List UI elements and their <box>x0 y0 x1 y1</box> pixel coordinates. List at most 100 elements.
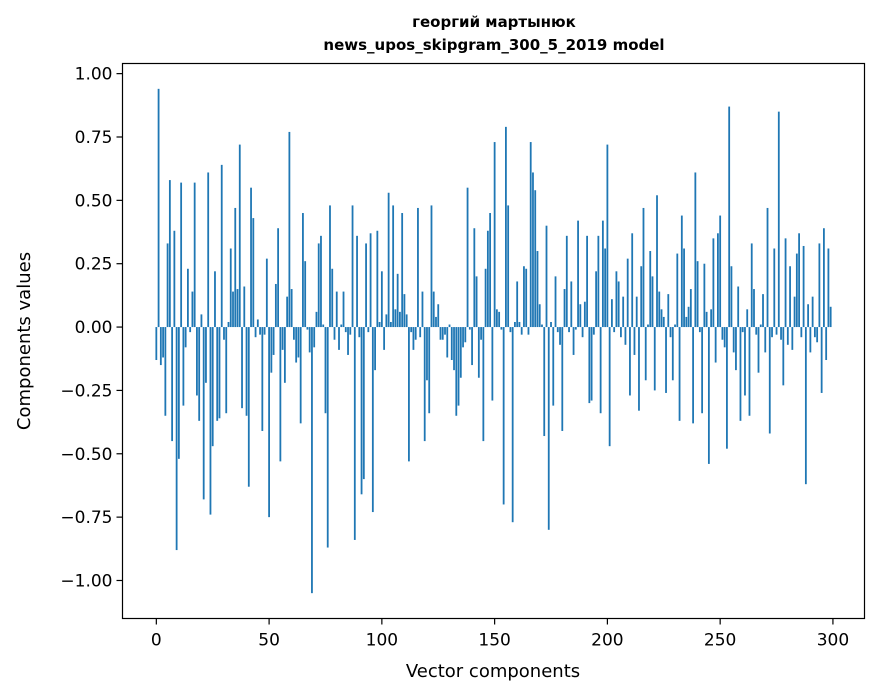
bar-205 <box>617 281 620 328</box>
bar-246 <box>710 309 713 328</box>
bar-299 <box>829 306 832 328</box>
bar-69 <box>311 327 313 594</box>
bar-254 <box>728 106 731 328</box>
bar-183 <box>568 327 570 333</box>
bar-213 <box>635 296 638 328</box>
bar-83 <box>342 291 345 328</box>
bar-166 <box>529 142 532 328</box>
bar-136 <box>462 327 464 348</box>
bar-1 <box>157 88 160 328</box>
bar-210 <box>629 327 631 396</box>
bar-238 <box>692 327 694 424</box>
bar-42 <box>250 187 252 328</box>
bar-167 <box>532 172 534 328</box>
bar-219 <box>649 251 652 328</box>
bar-242 <box>701 327 704 414</box>
bar-120 <box>426 327 428 381</box>
bar-165 <box>527 327 530 335</box>
bar-282 <box>791 327 794 350</box>
bar-7 <box>171 327 174 442</box>
bar-239 <box>694 172 697 328</box>
bar-98 <box>376 230 379 328</box>
bar-35 <box>234 207 237 328</box>
bar-188 <box>579 304 582 328</box>
bar-142 <box>475 276 478 328</box>
bar-202 <box>611 299 613 328</box>
bar-21 <box>202 327 205 500</box>
x-tick-label-5: 250 <box>704 631 736 651</box>
bar-48 <box>263 327 266 335</box>
bar-139 <box>468 327 471 330</box>
bar-124 <box>435 316 437 328</box>
bar-222 <box>656 195 658 328</box>
bar-226 <box>665 327 667 393</box>
bar-185 <box>572 327 575 355</box>
bar-173 <box>545 225 548 328</box>
bar-121 <box>428 327 431 414</box>
bar-82 <box>340 324 343 328</box>
bar-256 <box>732 327 735 353</box>
bar-293 <box>816 327 819 343</box>
bar-38 <box>241 327 243 409</box>
bar-68 <box>308 327 311 353</box>
bar-47 <box>261 327 264 431</box>
bar-288 <box>804 327 807 485</box>
bar-109 <box>401 213 404 328</box>
bar-198 <box>601 220 604 328</box>
bar-199 <box>604 248 607 328</box>
bar-130 <box>448 324 451 328</box>
bar-126 <box>439 327 442 340</box>
bar-271 <box>766 207 769 328</box>
bar-144 <box>480 327 482 340</box>
bar-261 <box>744 327 746 396</box>
bar-150 <box>493 142 496 328</box>
bar-297 <box>825 327 828 361</box>
bar-157 <box>509 327 512 333</box>
chart-title: георгий мартынюк <box>412 13 576 31</box>
bar-177 <box>554 276 557 328</box>
bar-64 <box>299 327 302 424</box>
bar-62 <box>295 327 298 363</box>
bar-240 <box>696 261 699 328</box>
bar-55 <box>279 327 282 462</box>
x-tick-label-0: 0 <box>151 631 162 651</box>
bar-94 <box>367 327 370 333</box>
bar-227 <box>667 294 670 328</box>
bar-39 <box>243 286 246 328</box>
bar-41 <box>247 327 250 487</box>
bar-0 <box>155 327 158 361</box>
x-tick-label-2: 100 <box>366 631 398 651</box>
bar-186 <box>574 327 577 330</box>
bar-276 <box>777 111 780 328</box>
bar-235 <box>685 316 688 328</box>
bar-84 <box>344 327 347 333</box>
bar-90 <box>358 327 361 338</box>
bar-224 <box>660 309 663 328</box>
bar-13 <box>184 327 187 348</box>
bar-250 <box>719 215 722 328</box>
bar-57 <box>283 327 286 383</box>
bar-200 <box>606 144 609 328</box>
bar-106 <box>394 309 397 328</box>
bar-135 <box>459 327 462 378</box>
bar-115 <box>414 327 417 340</box>
bar-206 <box>620 327 622 338</box>
x-axis-ticks: 0 50 100 150 200 250 300 <box>151 618 849 651</box>
bar-178 <box>556 327 559 333</box>
bar-4 <box>164 327 167 416</box>
bar-112 <box>408 327 410 462</box>
bar-33 <box>229 248 232 328</box>
bar-103 <box>387 192 390 328</box>
bar-114 <box>412 327 415 350</box>
bar-175 <box>550 321 552 328</box>
bar-133 <box>455 327 458 416</box>
bar-17 <box>193 182 196 328</box>
bar-148 <box>489 213 492 328</box>
bar-52 <box>272 327 275 355</box>
x-tick-label-1: 50 <box>258 631 280 651</box>
bar-6 <box>168 180 171 328</box>
bar-260 <box>741 327 744 333</box>
bar-65 <box>302 213 304 328</box>
bar-244 <box>705 311 708 328</box>
